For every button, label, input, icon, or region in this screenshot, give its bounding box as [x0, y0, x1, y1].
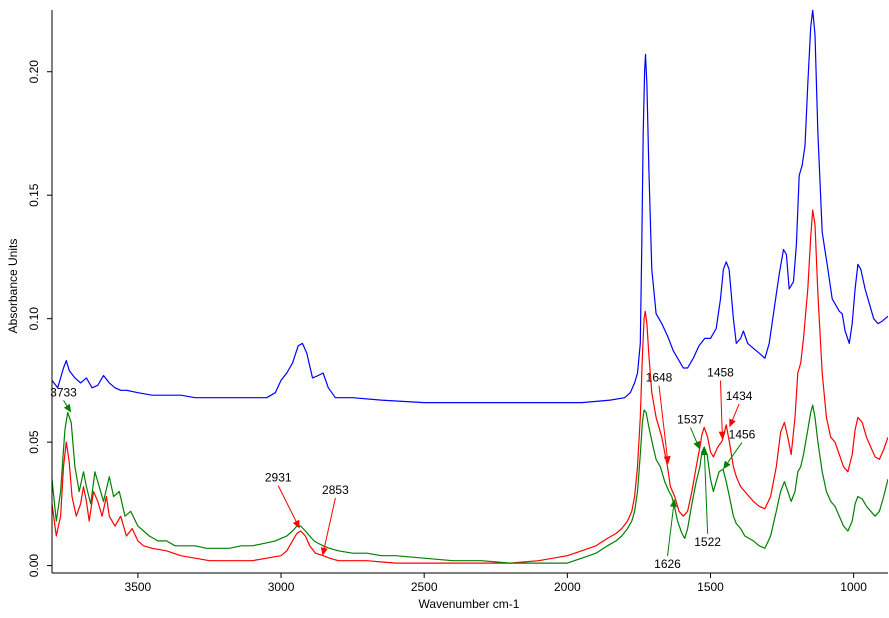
y-tick-label: 0.00	[27, 554, 41, 578]
x-tick-label: 3000	[268, 580, 295, 594]
y-tick-label: 0.15	[27, 183, 41, 207]
annotation-arrowhead	[320, 547, 328, 556]
annotation-arrow-line	[704, 455, 709, 534]
annotation-arrowhead	[663, 456, 671, 465]
annotation-arrow-line	[667, 506, 674, 557]
x-tick-label: 1000	[840, 580, 867, 594]
annotation-arrowhead	[729, 418, 736, 428]
annotation-arrow-line	[732, 403, 740, 421]
annotation-arrow-line	[277, 485, 297, 522]
annotation-arrow-line	[323, 497, 336, 549]
annotation-arrowhead	[718, 431, 726, 440]
x-tick-label: 2500	[411, 580, 438, 594]
annotation-arrowhead	[292, 519, 300, 529]
peak-annotation-label: 1522	[694, 535, 721, 549]
x-tick-label: 2000	[554, 580, 581, 594]
axis-layer: 3500 3000 2500 2000 1500 1000 0.00 0.05 0.10 0.15…	[27, 10, 888, 594]
x-tick-label: 3500	[125, 580, 152, 594]
y-tick-label: 0.05	[27, 430, 41, 454]
y-axis-title: Absorbance Units	[6, 239, 20, 334]
peak-annotation-label: 1434	[726, 389, 753, 403]
series-layer	[52, 10, 888, 564]
spectrum-line-3	[52, 404, 888, 564]
peak-annotation-label: 1626	[654, 557, 681, 571]
annotation-arrowhead	[693, 440, 700, 450]
annotation-arrowhead	[63, 403, 72, 413]
annotation-arrow-line	[63, 400, 68, 407]
annotation-arrowhead	[701, 447, 708, 456]
annotation-arrow-line	[720, 380, 723, 432]
annotation-arrowhead	[670, 498, 677, 508]
annotation-arrow-line	[727, 442, 743, 463]
peak-annotation-label: 1458	[707, 366, 734, 380]
x-axis-title: Wavenumber cm-1	[419, 597, 520, 611]
annotation-arrowhead	[723, 460, 731, 470]
annotation-arrow-line	[658, 385, 668, 457]
y-tick-label: 0.10	[27, 307, 41, 331]
spectrum-line-2	[52, 209, 888, 564]
y-tick-label: 0.20	[27, 60, 41, 84]
x-tick-label: 1500	[697, 580, 724, 594]
peak-annotation-label: 2853	[322, 483, 349, 497]
spectrum-line-1	[52, 10, 888, 404]
annotation-layer: 3733 2931 2853 1648 1537 1458 1434 1456 1626 1522	[50, 366, 756, 571]
peak-annotation-label: 1648	[646, 371, 673, 385]
peak-annotation-label: 2931	[265, 471, 292, 485]
peak-annotation-label: 1537	[677, 413, 704, 427]
peak-annotation-label: 3733	[50, 385, 77, 399]
annotation-arrow-line	[690, 427, 698, 443]
peak-annotation-label: 1456	[729, 427, 756, 441]
